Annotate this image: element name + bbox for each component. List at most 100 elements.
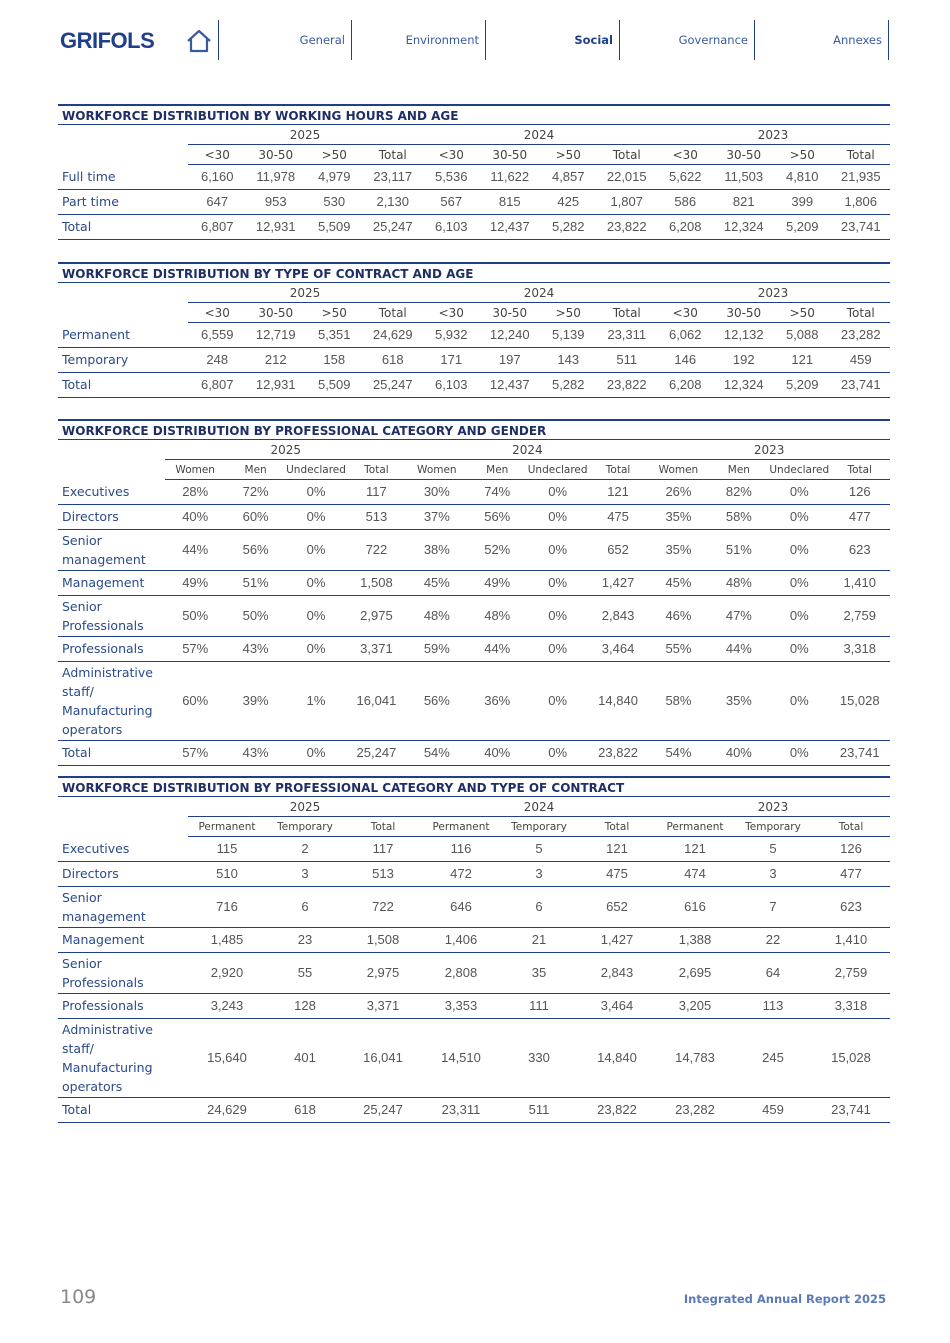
row-label: Part time: [58, 189, 188, 215]
cell: 1,806: [831, 189, 890, 215]
column-header: Women: [165, 459, 226, 480]
column-header: Temporary: [734, 816, 812, 837]
cell: 1,485: [188, 927, 266, 953]
nav-item[interactable]: Governance: [678, 33, 748, 47]
column-header: Total: [363, 144, 422, 165]
cell: 51%: [708, 529, 770, 571]
cell: 21: [500, 927, 578, 953]
year-row: 2025 2024 2023: [58, 125, 890, 145]
cell: 23,311: [422, 1097, 500, 1123]
cell: 64: [734, 952, 812, 994]
cell: 401: [266, 1018, 344, 1098]
cell: 623: [812, 886, 890, 928]
nav-item[interactable]: General: [299, 33, 345, 47]
cell: 54%: [648, 740, 709, 766]
cell: 0%: [769, 570, 830, 596]
cell: 72%: [225, 479, 286, 505]
cell: 3,464: [578, 993, 656, 1019]
cell: 22: [734, 927, 812, 953]
cell: 1,427: [587, 570, 649, 596]
cell: 248: [188, 347, 247, 373]
data-table: 2025 2024 2023 Women Men Undeclared Total Women…: [58, 440, 890, 766]
divider: [619, 20, 620, 60]
blank-cell: [58, 817, 188, 837]
column-header: >50: [305, 302, 364, 323]
nav-item[interactable]: Environment: [405, 33, 479, 47]
divider: [754, 20, 755, 60]
cell: 513: [346, 504, 407, 530]
cell: 25,247: [346, 740, 407, 766]
cell: 23,741: [831, 214, 890, 240]
home-icon[interactable]: [185, 28, 213, 54]
cell: 5,139: [539, 322, 598, 348]
cell: 821: [714, 189, 773, 215]
column-header: 30-50: [480, 144, 539, 165]
column-row: Women Men Undeclared Total Women Men Undeclare…: [58, 459, 890, 480]
cell: 399: [773, 189, 832, 215]
cell: 6,807: [188, 214, 247, 240]
cell: 23,741: [831, 372, 890, 398]
cell: 50%: [165, 595, 226, 637]
cell: 5: [500, 836, 578, 862]
data-row: Administrative staff/ Manufacturing oper…: [58, 661, 890, 741]
cell: 37%: [406, 504, 468, 530]
cell: 2,759: [829, 595, 890, 637]
divider: [485, 20, 486, 60]
row-label: Executives: [58, 836, 188, 862]
year-header: 2023: [656, 797, 890, 817]
table-title: WORKFORCE DISTRIBUTION BY WORKING HOURS …: [58, 104, 890, 125]
cell: 6,559: [188, 322, 247, 348]
cell: 6,160: [188, 164, 247, 190]
row-label: Professionals: [58, 993, 188, 1019]
cell: 121: [773, 347, 832, 373]
cell: 111: [500, 993, 578, 1019]
cell: 0%: [527, 570, 588, 596]
cell: 2,695: [656, 952, 734, 994]
row-label: Senior management: [58, 886, 188, 928]
blank-cell: [58, 303, 188, 323]
row-label: Executives: [58, 479, 165, 505]
column-header: Total: [831, 144, 890, 165]
column-header: Total: [831, 302, 890, 323]
cell: 1,508: [346, 570, 407, 596]
cell: 0%: [527, 595, 588, 637]
cell: 3,371: [344, 993, 422, 1019]
cell: 0%: [527, 479, 588, 505]
row-label: Total: [58, 740, 165, 766]
data-row: Management 49% 51% 0% 1,508 45% 49% 0% 1,427 45% 4…: [58, 570, 890, 596]
cell: 3,318: [812, 993, 890, 1019]
nav-item[interactable]: Annexes: [833, 33, 882, 47]
cell: 0%: [769, 740, 830, 766]
cell: 52%: [467, 529, 528, 571]
cell: 5,209: [773, 214, 832, 240]
cell: 12,324: [714, 372, 773, 398]
cell: 35%: [648, 504, 709, 530]
cell: 56%: [467, 504, 528, 530]
column-header: 30-50: [246, 144, 305, 165]
cell: 330: [500, 1018, 578, 1098]
cell: 567: [422, 189, 481, 215]
cell: 40%: [708, 740, 770, 766]
cell: 475: [587, 504, 649, 530]
cell: 245: [734, 1018, 812, 1098]
cell: 5,282: [539, 214, 598, 240]
cell: 12,240: [480, 322, 539, 348]
cell: 15,028: [829, 661, 890, 741]
cell: 0%: [285, 740, 347, 766]
column-header: Total: [578, 816, 656, 837]
column-header: Men: [467, 459, 528, 480]
column-header: Total: [587, 459, 649, 480]
nav-item[interactable]: Social: [574, 33, 613, 47]
cell: 477: [812, 861, 890, 887]
row-label: Directors: [58, 861, 188, 887]
data-row: Temporary 248 212 158 618 171 197 143 511 146 192 1…: [58, 347, 890, 373]
cell: 2,843: [578, 952, 656, 994]
year-header: 2025: [188, 125, 422, 145]
cell: 43%: [225, 636, 286, 662]
cell: 23,311: [597, 322, 656, 348]
cell: 716: [188, 886, 266, 928]
column-header: >50: [305, 144, 364, 165]
cell: 6,103: [422, 372, 481, 398]
logo[interactable]: GRIFOLS: [60, 28, 155, 53]
cell: 24,629: [363, 322, 422, 348]
